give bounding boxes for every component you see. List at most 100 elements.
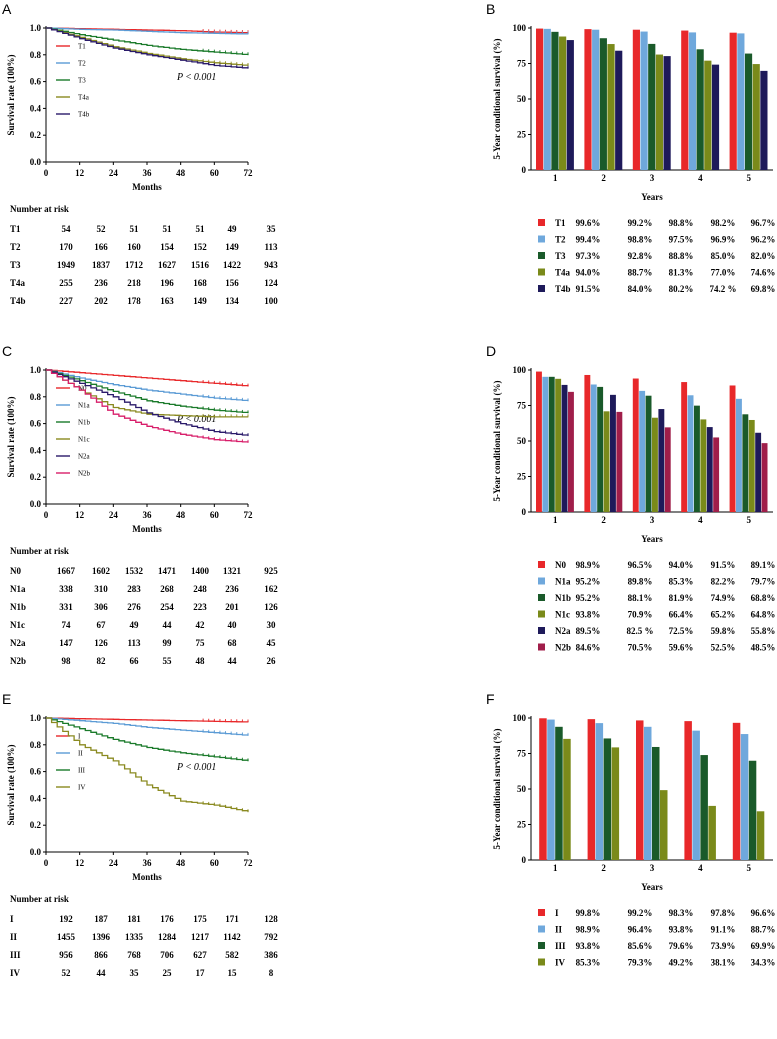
- y-tick-label: 0.2: [30, 472, 42, 482]
- bar-ii-year-2: [595, 723, 604, 860]
- risk-cell: 68: [228, 638, 238, 648]
- x-tick-label: 48: [176, 510, 186, 520]
- y-tick-label: 0.4: [30, 445, 42, 455]
- x-axis-label: Years: [641, 192, 663, 202]
- bar-n2b-year-1: [568, 391, 574, 512]
- y-tick-label: 0.0: [30, 499, 42, 509]
- value-label: 81.9%: [669, 593, 694, 603]
- x-tick-label: 24: [109, 858, 119, 868]
- bar-t1-year-4: [681, 30, 689, 170]
- risk-cell: 1712: [125, 260, 144, 270]
- risk-row-label: T4b: [10, 296, 26, 306]
- bar-n2a-year-4: [706, 427, 713, 512]
- x-tick-label: 36: [143, 510, 153, 520]
- bar-n1b-year-4: [694, 405, 700, 512]
- legend-swatch: [538, 285, 545, 292]
- risk-cell: 52: [62, 968, 72, 978]
- risk-cell: 386: [264, 950, 278, 960]
- risk-row-label: I: [10, 914, 14, 924]
- x-axis-label: Years: [641, 534, 663, 544]
- legend-label: T4b: [78, 111, 90, 119]
- risk-cell: 51: [196, 224, 206, 234]
- risk-cell: 706: [160, 950, 174, 960]
- x-tick-label: 12: [75, 510, 85, 520]
- risk-cell: 1667: [57, 566, 76, 576]
- risk-cell: 48: [196, 656, 206, 666]
- legend-label: N2a: [555, 626, 571, 636]
- y-tick-label: 100: [513, 365, 527, 375]
- bar-t2-year-2: [592, 29, 600, 171]
- value-label: 64.8%: [751, 610, 776, 620]
- x-tick-label: 60: [210, 168, 220, 178]
- legend-swatch: [538, 958, 545, 966]
- y-tick-label: 50: [517, 94, 527, 104]
- bar-iii-year-1: [555, 726, 563, 860]
- risk-cell: 331: [59, 602, 73, 612]
- value-label: 96.9%: [711, 235, 736, 245]
- risk-cell: 124: [264, 278, 278, 288]
- risk-cell: 1627: [158, 260, 177, 270]
- bar-ii-year-5: [740, 734, 749, 860]
- bar-t4b-year-4: [711, 64, 720, 170]
- p-value-label: P < 0.001: [176, 72, 216, 83]
- bar-t4a-year-2: [607, 44, 615, 170]
- bar-ii-year-3: [644, 726, 652, 860]
- value-label: 98.2%: [711, 218, 736, 228]
- value-label: 93.8%: [669, 925, 694, 935]
- risk-row-label: T1: [10, 224, 21, 234]
- risk-cell: 49: [130, 620, 140, 630]
- value-label: 99.2%: [628, 908, 653, 918]
- km-panel-e: E 0.0 0.2 0.4 0.6 0.8 1.0 0 12 24 36 48 60 72 Months Su…: [2, 691, 278, 978]
- risk-cell: 306: [94, 602, 108, 612]
- bar-t4a-year-5: [752, 64, 760, 170]
- bar-t1-year-1: [536, 28, 544, 171]
- bar-n1a-year-5: [736, 398, 742, 512]
- risk-cell: 147: [59, 638, 73, 648]
- value-label: 99.2%: [628, 218, 653, 228]
- bar-ii-year-1: [547, 719, 555, 860]
- risk-cell: 54: [62, 224, 72, 234]
- risk-cell: 1284: [158, 932, 177, 942]
- legend-swatch: [538, 643, 545, 651]
- legend-label: T1: [78, 43, 86, 51]
- bar-n0-year-1: [536, 371, 542, 512]
- risk-cell: 40: [228, 620, 238, 630]
- value-label: 80.2%: [669, 284, 694, 294]
- risk-cell: 30: [267, 620, 277, 630]
- risk-cell: 98: [62, 656, 72, 666]
- y-tick-label: 0.4: [30, 793, 42, 803]
- risk-row-label: III: [10, 950, 21, 960]
- risk-cell: 223: [193, 602, 207, 612]
- bar-n1b-year-2: [597, 386, 604, 512]
- x-tick-label: 12: [75, 168, 85, 178]
- legend-label: N1c: [78, 436, 90, 444]
- risk-cell: 178: [127, 296, 141, 306]
- bar-t2-year-3: [640, 31, 648, 170]
- legend-label: T4a: [78, 94, 90, 102]
- risk-cell: 268: [160, 584, 174, 594]
- bar-i-year-1: [539, 718, 547, 860]
- bar-n1c-year-2: [603, 411, 610, 512]
- value-label: 74.9%: [711, 593, 736, 603]
- x-tick-label: 24: [109, 168, 119, 178]
- risk-cell: 44: [228, 656, 238, 666]
- risk-cell: 943: [264, 260, 278, 270]
- bar-n1b-year-3: [645, 395, 652, 512]
- risk-row-label: T2: [10, 242, 21, 252]
- legend-label: T2: [78, 60, 86, 68]
- y-tick-label: 0: [522, 855, 527, 865]
- value-label: 72.5%: [669, 626, 694, 636]
- risk-cell: 792: [264, 932, 278, 942]
- value-label: 79.6%: [669, 941, 694, 951]
- risk-cell: 1422: [223, 260, 242, 270]
- x-tick-label: 48: [176, 168, 186, 178]
- panel-letter: A: [2, 1, 12, 17]
- legend-swatch: [538, 627, 545, 634]
- bar-t1-year-3: [632, 29, 640, 171]
- y-tick-label: 0: [522, 507, 527, 517]
- value-label: 55.8%: [751, 626, 776, 636]
- legend-label: N1b: [555, 593, 571, 603]
- x-tick-label: 2: [601, 173, 606, 183]
